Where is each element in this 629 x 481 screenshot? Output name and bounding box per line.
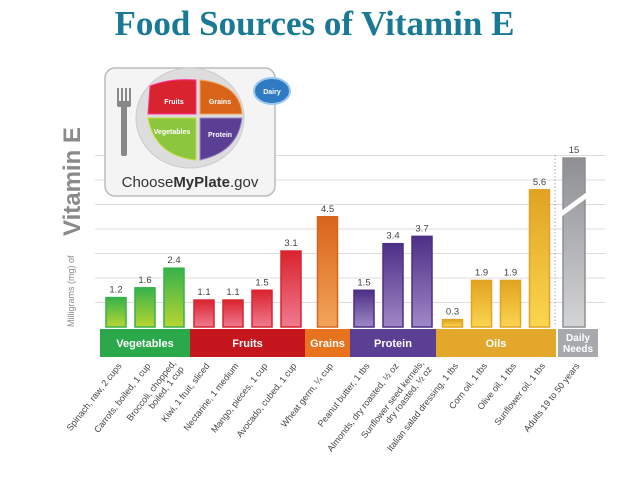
category-band-oils — [436, 329, 556, 357]
page-title: Food Sources of Vitamin E — [114, 4, 515, 43]
data-label: 1.1 — [226, 287, 239, 298]
choosemyplate-logo: Fruits Grains Vegetables Protein Dairy C… — [104, 67, 291, 197]
bar — [163, 267, 185, 328]
bar — [105, 296, 127, 328]
bar-break — [561, 192, 587, 217]
bar — [441, 318, 464, 328]
category-label: Daily — [566, 333, 590, 344]
data-label: 15 — [569, 145, 580, 156]
x-tick-label: Broccoli, chopped,boiled, 1 cup — [125, 358, 186, 429]
logo-fruits: Fruits — [164, 99, 184, 106]
category-band-vegetables — [100, 329, 190, 357]
data-label: 1.5 — [255, 277, 268, 288]
fork-icon — [117, 88, 131, 156]
bar — [316, 216, 339, 328]
logo-protein: Protein — [208, 132, 232, 139]
data-label: 1.6 — [138, 275, 151, 286]
bar — [193, 299, 215, 328]
bar — [562, 157, 586, 328]
logo-text: ChooseMyPlate.gov — [122, 174, 259, 191]
category-band-grains — [305, 329, 350, 357]
category-label: Needs — [563, 344, 593, 355]
data-label: 3.7 — [415, 223, 428, 234]
category-label: Grains — [310, 338, 345, 350]
bar — [353, 289, 375, 328]
category-label: Protein — [374, 338, 412, 350]
category-label: Fruits — [232, 338, 263, 350]
bar — [280, 250, 302, 328]
x-tick-label: Avocado, cubed, 1 cup — [234, 361, 298, 439]
bar — [382, 242, 404, 328]
data-label: 4.5 — [321, 204, 334, 215]
bar — [470, 279, 493, 328]
data-label: 3.4 — [386, 231, 399, 242]
bar — [222, 299, 244, 328]
data-label: 1.9 — [475, 267, 488, 278]
data-label: 0.3 — [446, 307, 459, 318]
data-label: 1.1 — [197, 287, 210, 298]
category-band-protein — [350, 329, 436, 357]
data-label: 1.5 — [357, 277, 370, 288]
logo-dairy: Dairy — [263, 89, 281, 96]
bar — [528, 189, 551, 328]
category-band-daily-needs — [558, 329, 598, 357]
data-label: 2.4 — [167, 255, 180, 266]
x-tick-label: Nectarine, 1 medium — [182, 361, 241, 433]
y-axis-label-big: Vitamin E — [59, 127, 86, 236]
data-label: 1.9 — [504, 267, 517, 278]
data-label: 5.6 — [533, 177, 546, 188]
bar — [499, 279, 522, 328]
logo-vegetables: Vegetables — [154, 129, 191, 136]
bar — [251, 289, 273, 328]
category-band-fruits — [190, 329, 305, 357]
x-tick-label: Spinach, raw, 2 cups — [65, 361, 124, 433]
data-label: 1.2 — [109, 285, 122, 296]
bar — [411, 235, 433, 328]
y-axis-label-small: Milligrams (mg) of — [66, 255, 76, 327]
bar — [134, 287, 156, 328]
category-label: Oils — [486, 338, 507, 350]
data-label: 3.1 — [284, 238, 297, 249]
x-tick-label: Mango, pieces, 1 cup — [209, 361, 270, 435]
category-label: Vegetables — [116, 338, 173, 350]
logo-grains: Grains — [209, 99, 231, 106]
